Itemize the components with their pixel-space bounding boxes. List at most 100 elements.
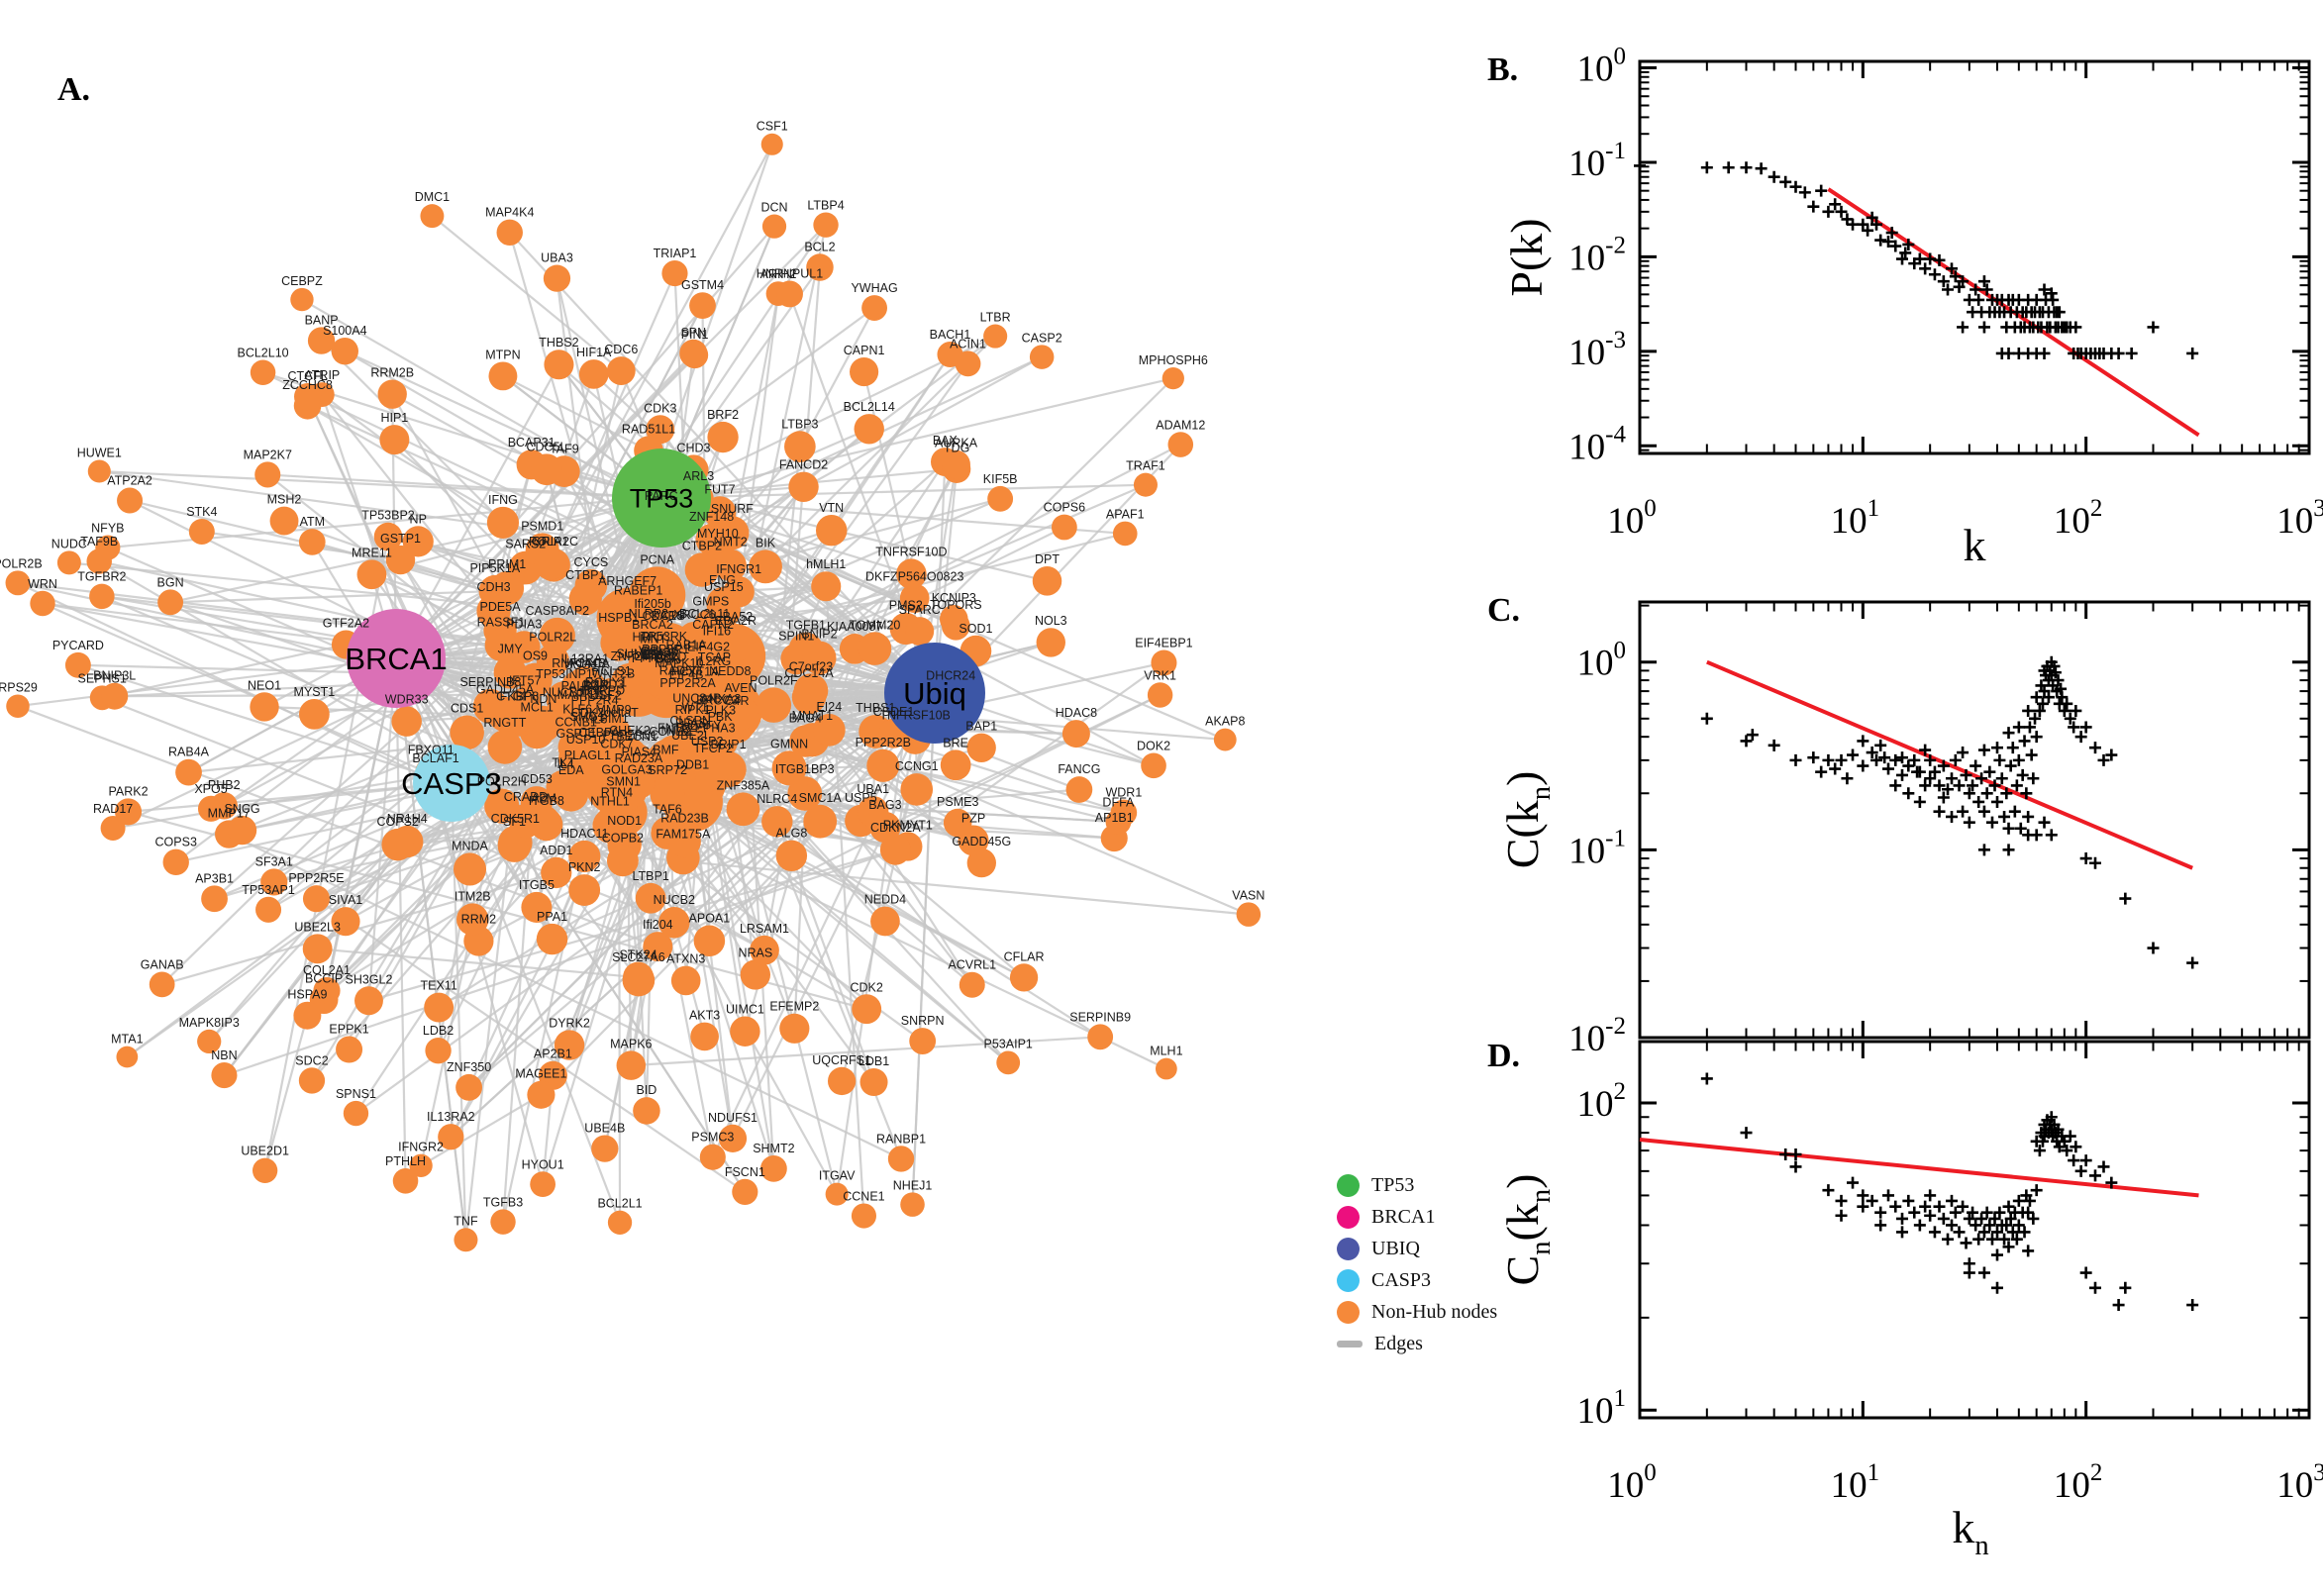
data-point [2038,347,2051,359]
network-edge [394,657,407,1181]
data-point [1889,779,1902,792]
data-point [2047,293,2060,306]
network-node [756,687,792,723]
network-edge [502,374,650,452]
data-point [2002,727,2015,740]
network-node [496,219,523,247]
data-point [2045,829,2058,842]
network-node [966,733,996,762]
network-node [1167,432,1194,457]
axis-tick-label: 10-3 [1568,327,1626,373]
network-node [298,529,326,555]
data-point [2022,704,2035,717]
data-point [2030,691,2043,704]
network-node [518,662,553,698]
network-node [269,506,299,536]
network-edge [17,581,437,783]
data-point [2070,321,2082,334]
data-point [1857,1200,1869,1213]
network-edge [911,692,937,1205]
network-node [530,1171,556,1198]
data-point [2025,748,2038,761]
data-point [2112,347,2125,359]
data-point [1896,1212,1909,1225]
network-node [1147,682,1173,708]
data-point [1970,1219,1982,1232]
network-node [356,559,387,590]
network-node [201,885,228,913]
data-point [1977,805,1990,818]
data-point [1977,321,1990,334]
axis-ticks [1638,61,2311,453]
axis-tick-label: 102 [2054,495,2103,542]
network-node [568,874,601,906]
network-node [694,754,732,792]
data-point [2074,1164,2087,1177]
network-edge [126,695,613,1058]
data-point [1977,1266,1990,1279]
network-node [791,679,827,715]
network-edge [732,696,953,1140]
network-node [825,1182,849,1206]
network-node [478,574,512,608]
data-point [2008,805,2021,818]
data-point [2002,822,2015,835]
data-point [1857,759,1869,772]
network-node [507,631,541,663]
data-point [2027,772,2040,785]
data-point [2186,956,2199,969]
network-node [650,777,685,813]
network-node [730,1016,760,1047]
data-points [1700,655,2199,969]
network-node [254,461,281,488]
network-edge [17,656,397,708]
data-point [1975,1212,1988,1225]
axis-tick-label: 103 [2276,495,2323,542]
axis-ticks [1638,602,2311,1040]
network-node [670,965,701,996]
data-point [1977,844,1990,856]
network-node [854,414,884,445]
network-node [776,280,803,308]
data-points [1700,1072,2199,1312]
network-node [252,1157,278,1183]
data-point [2022,1245,2035,1257]
network-node [1061,720,1090,748]
data-point [1789,180,1802,193]
data-points [1634,159,2199,359]
network-node [534,548,566,580]
network-edge [798,307,876,448]
network-edge [367,657,398,1001]
network-edge [68,561,628,621]
data-point [1977,275,1990,288]
axis-tick-label: 102 [1577,1078,1627,1125]
network-node [940,749,971,781]
network-node [157,589,184,616]
data-point [1768,170,1780,183]
network-node [424,992,454,1023]
network-node [162,848,189,876]
network-node [1036,628,1065,657]
network-edge [795,526,1065,660]
data-point [2119,1281,2132,1294]
network-node [811,571,842,602]
data-point [1874,739,1887,751]
data-point [1972,293,1985,306]
network-node [574,569,608,602]
network-node [1141,752,1166,779]
network-edge [273,811,624,884]
data-point [2002,1200,2015,1213]
data-point [1779,1148,1792,1160]
network-node [987,485,1014,512]
network-edge [464,703,527,1241]
data-point [1963,816,1975,829]
axis-tick-label: 101 [1577,1385,1627,1432]
data-point [1908,1206,1921,1219]
network-node [858,632,892,665]
network-node [377,379,407,409]
network-node [86,549,112,574]
network-node [56,550,81,575]
network-node [402,526,434,557]
network-node [788,471,819,502]
